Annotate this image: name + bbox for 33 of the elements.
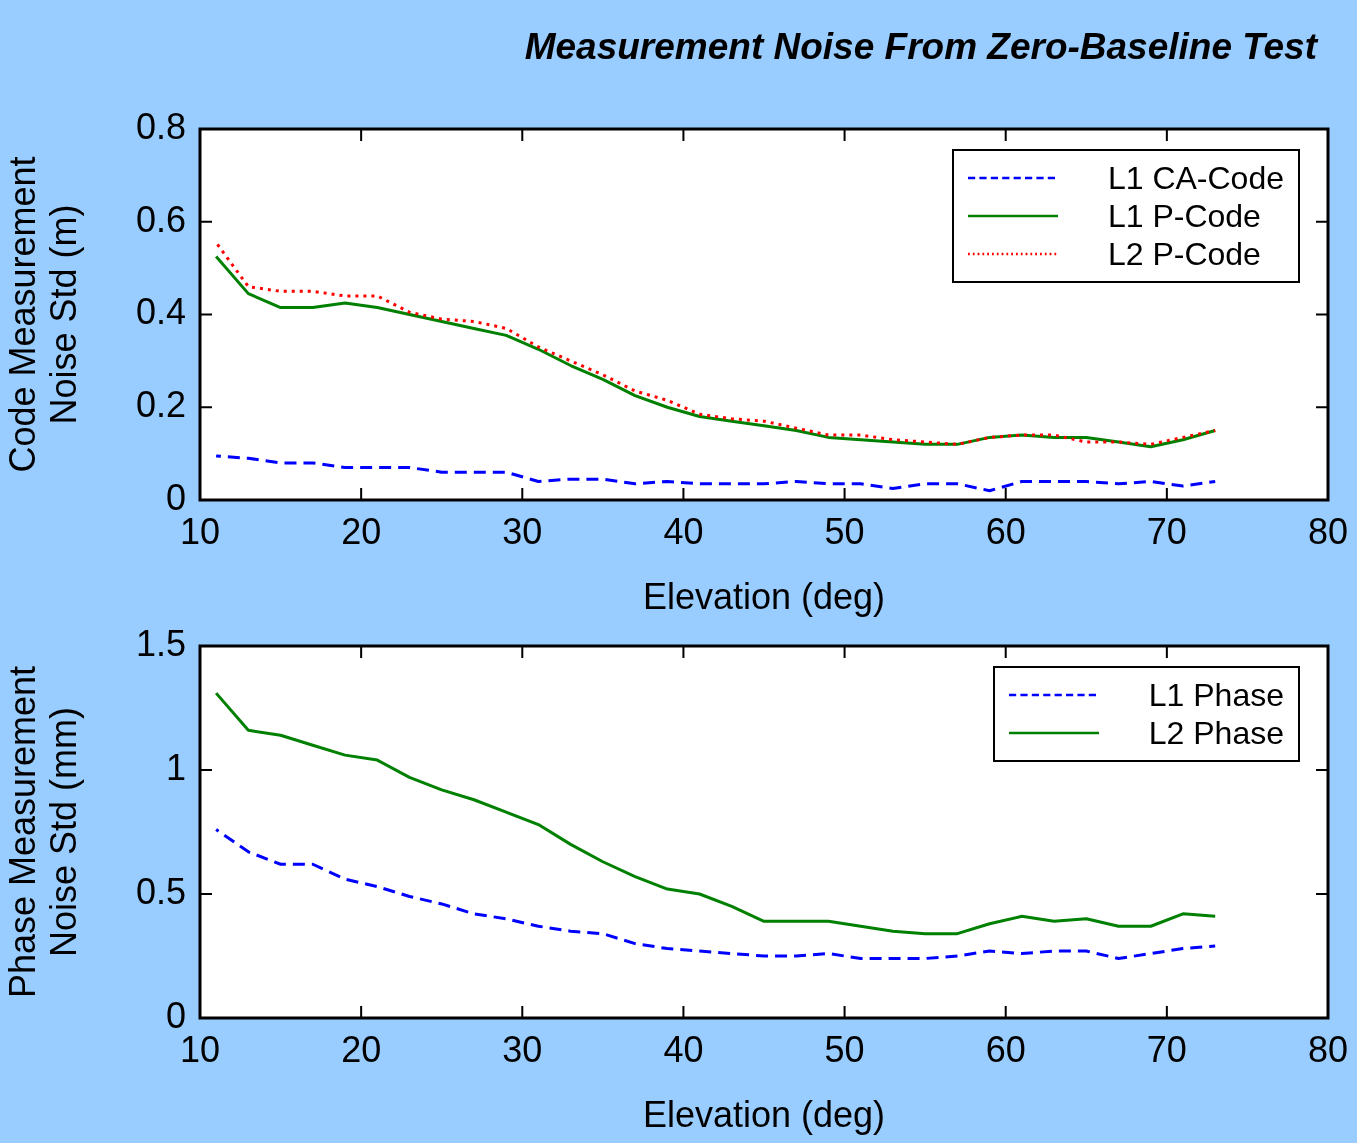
legend-label: L1 Phase (1148, 676, 1284, 714)
chart-title: Measurement Noise From Zero-Baseline Test (524, 26, 1317, 67)
legend-label: L2 P-Code (1107, 235, 1261, 273)
y-tick-label: 1 (165, 746, 186, 788)
y-tick-label: 1.5 (135, 622, 186, 664)
y-tick-label: 0.8 (135, 105, 186, 147)
x-tick-label: 60 (985, 1028, 1026, 1070)
line-series (214, 454, 1217, 493)
x-tick-label: 40 (663, 510, 704, 552)
x-axis-title: Elevation (deg) (642, 1094, 886, 1136)
y-tick-label: 0.4 (135, 291, 186, 333)
x-tick-label: 80 (1307, 510, 1349, 552)
y-axis-title: Phase Measurement Noise Std (mm) (1, 665, 85, 999)
y-tick-label: 0.6 (135, 198, 186, 240)
legend-label: L1 P-Code (1107, 197, 1261, 235)
x-tick-label: 70 (1146, 510, 1187, 552)
legend-label: L1 CA-Code (1107, 159, 1284, 197)
legend-label: L2 Phase (1148, 714, 1284, 752)
x-tick-label: 20 (341, 1028, 382, 1070)
x-tick-label: 70 (1146, 1028, 1187, 1070)
x-tick-label: 60 (985, 510, 1026, 552)
x-tick-label: 50 (824, 1028, 865, 1070)
x-axis-title: Elevation (deg) (642, 576, 886, 618)
x-tick-label: 80 (1307, 1028, 1349, 1070)
y-tick-label: 0.5 (135, 870, 186, 912)
y-axis-title: Code Measurement Noise Std (m) (1, 156, 85, 473)
x-tick-label: 30 (502, 510, 543, 552)
x-tick-label: 20 (341, 510, 382, 552)
x-tick-label: 30 (502, 1028, 543, 1070)
line-series (214, 828, 1217, 960)
x-tick-label: 40 (663, 1028, 704, 1070)
y-tick-label: 0.2 (135, 384, 186, 426)
x-tick-label: 50 (824, 510, 865, 552)
